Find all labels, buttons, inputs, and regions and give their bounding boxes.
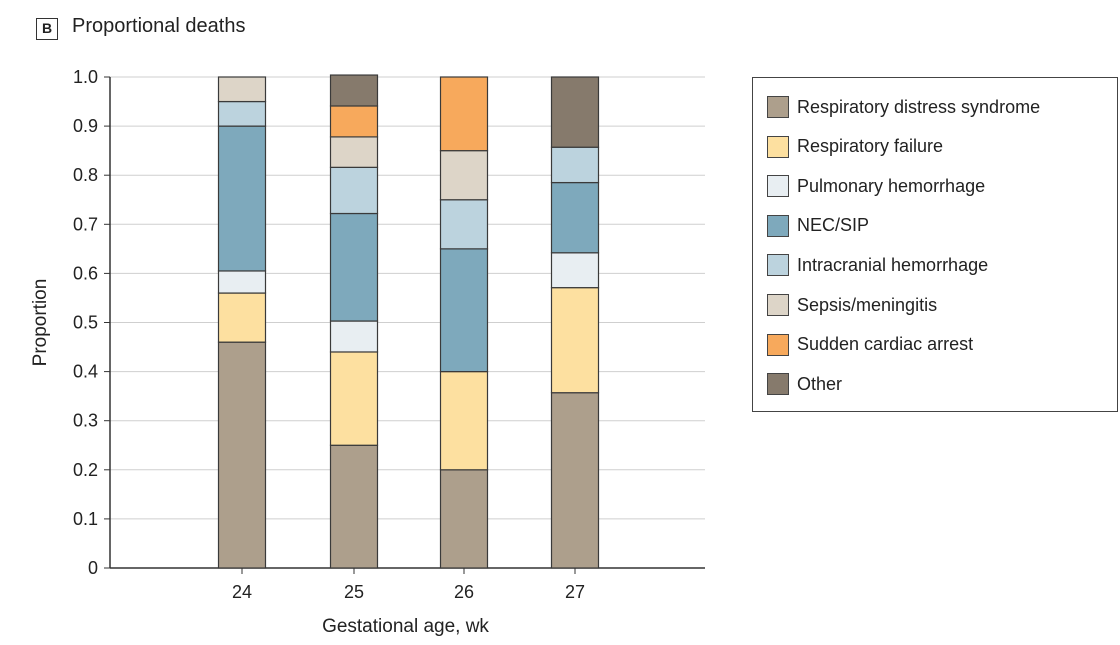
bar-segment — [217, 100, 267, 127]
chart-legend: Respiratory distress syndrome Respiratory… — [752, 77, 1118, 412]
y-tick-label: 0.8 — [73, 165, 98, 185]
x-axis-label: Gestational age, wk — [322, 616, 489, 637]
y-tick-label: 0.1 — [73, 509, 98, 529]
legend-label: Respiratory distress syndrome — [797, 96, 1041, 117]
bar-segment — [550, 287, 600, 394]
x-tick-label: 27 — [565, 582, 585, 602]
bar-segment — [329, 74, 379, 107]
legend-swatch — [767, 175, 789, 198]
panel-label: B — [36, 18, 58, 40]
bar-segment — [329, 444, 379, 569]
legend-label: Sudden cardiac arrest — [797, 334, 974, 355]
y-axis-label: Proportion — [30, 279, 51, 367]
legend-swatch — [767, 254, 789, 277]
legend-item: Pulmonary hemorrhage — [767, 173, 985, 199]
bar-segment — [550, 392, 600, 569]
legend-item: NEC/SIP — [767, 213, 869, 239]
bar-segment — [550, 181, 600, 254]
y-tick-label: 0.2 — [73, 460, 98, 480]
legend-label: Sepsis/meningitis — [797, 294, 938, 315]
bar-segment — [329, 166, 379, 215]
legend-swatch — [767, 135, 789, 158]
legend-label: Pulmonary hemorrhage — [797, 175, 986, 196]
legend-item: Sepsis/meningitis — [767, 292, 937, 318]
chart-title: Proportional deaths — [72, 15, 246, 37]
bar-segment — [439, 371, 489, 471]
y-tick-label: 0 — [88, 558, 98, 578]
bar-segment — [217, 125, 267, 272]
legend-swatch — [767, 373, 789, 396]
legend-swatch — [767, 96, 789, 118]
x-tick-label: 25 — [344, 582, 364, 602]
bar-segment — [439, 248, 489, 373]
bar-segment — [439, 76, 489, 152]
legend-swatch — [767, 294, 789, 316]
x-tick-label: 26 — [454, 582, 474, 602]
bar-segment — [217, 292, 267, 343]
bar-segment — [329, 212, 379, 322]
bar-segment — [550, 146, 600, 184]
legend-item: Respiratory failure — [767, 134, 943, 160]
legend-item: Respiratory distress syndrome — [767, 94, 1040, 120]
legend-swatch — [767, 333, 789, 356]
legend-label: NEC/SIP — [797, 215, 870, 236]
bar-segment — [329, 351, 379, 446]
y-tick-label: 0.3 — [73, 411, 98, 431]
bar-segment — [329, 320, 379, 353]
legend-label: Other — [797, 373, 843, 394]
bar-segment — [329, 105, 379, 138]
x-tick-label: 24 — [232, 582, 252, 602]
legend-item: Other — [767, 371, 842, 397]
bar-segment — [217, 341, 267, 569]
legend-swatch — [767, 214, 789, 237]
bar-segment — [550, 76, 600, 148]
bar-segment — [217, 270, 267, 294]
y-tick-label: 0.4 — [73, 362, 98, 382]
bar-segment — [439, 150, 489, 201]
legend-item: Sudden cardiac arrest — [767, 332, 973, 358]
legend-item: Intracranial hemorrhage — [767, 252, 988, 278]
legend-label: Respiratory failure — [797, 136, 944, 157]
bar-segment — [439, 469, 489, 569]
y-tick-label: 0.6 — [73, 263, 98, 283]
y-tick-label: 0.7 — [73, 214, 98, 234]
y-tick-label: 0.5 — [73, 313, 98, 333]
legend-label: Intracranial hemorrhage — [797, 254, 989, 275]
y-tick-label: 0.9 — [73, 116, 98, 136]
bar-segment — [329, 136, 379, 168]
y-tick-label: 1.0 — [73, 67, 98, 87]
bar-segment — [217, 76, 267, 103]
bar-segment — [550, 252, 600, 289]
bar-segment — [439, 199, 489, 250]
